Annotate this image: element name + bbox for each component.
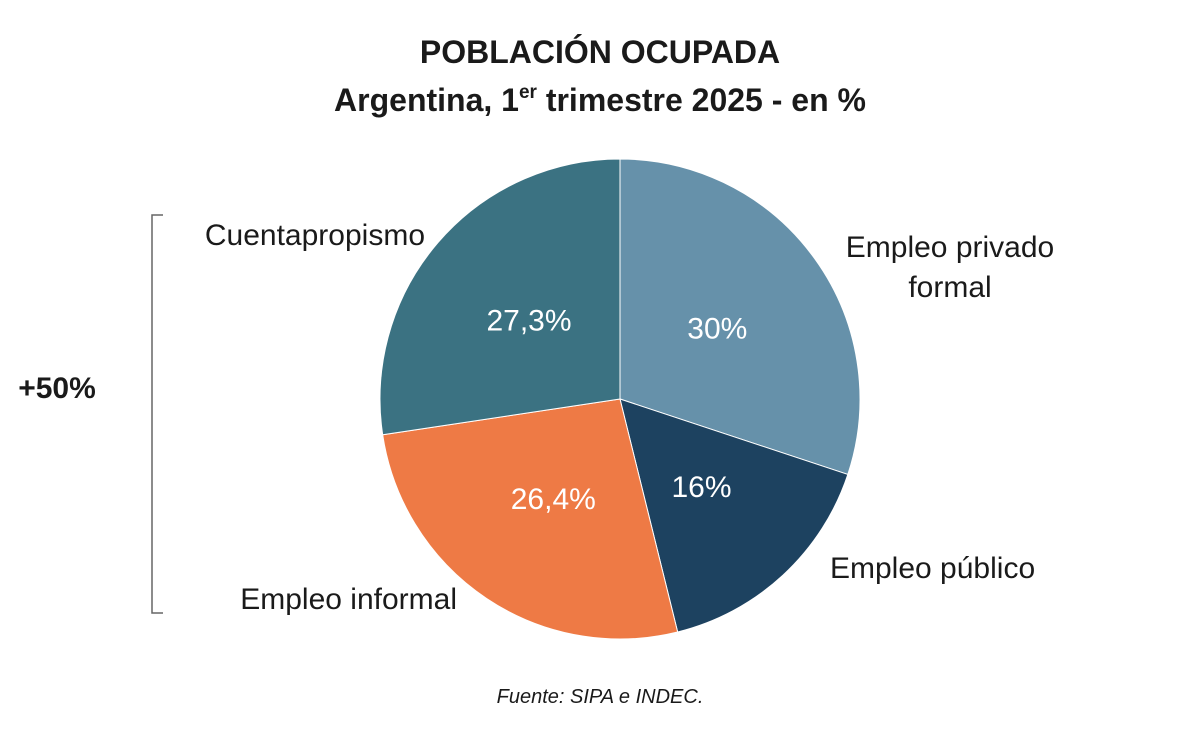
source-note: Fuente: SIPA e INDEC. bbox=[496, 686, 704, 708]
pie-slice-cuentapropismo bbox=[379, 158, 621, 436]
chart-subtitle: Argentina, 1er trimestre 2025 - en % bbox=[0, 80, 1200, 120]
value-label-empleo-privado-formal: 30% bbox=[687, 313, 747, 346]
category-label-line: formal bbox=[908, 271, 991, 304]
category-label-cuentapropismo: Cuentapropismo bbox=[205, 219, 425, 252]
pie-slice-empleo-informal bbox=[382, 398, 679, 640]
category-label-empleo-privado-formal: Empleo privado formal bbox=[846, 231, 1054, 304]
subtitle-superscript: er bbox=[518, 82, 537, 103]
bracket-line bbox=[151, 214, 163, 614]
pie-slices bbox=[379, 158, 861, 640]
pie-category-labels: Empleo privado formal Empleo público Empleo… bbox=[205, 219, 1054, 616]
value-label-cuentapropismo: 27,3% bbox=[486, 305, 571, 338]
pie-value-labels: 30% 16% 26,4% 27,3% bbox=[486, 305, 747, 516]
bracket-label: +50% bbox=[18, 372, 96, 405]
subtitle-rest: trimestre 2025 - en % bbox=[536, 82, 866, 118]
pie-slice-empleo-publico bbox=[619, 398, 849, 633]
value-label-empleo-informal: 26,4% bbox=[511, 483, 596, 516]
category-label-empleo-publico: Empleo público bbox=[830, 552, 1035, 585]
category-label-empleo-informal: Empleo informal bbox=[240, 583, 457, 616]
category-label-line: Empleo privado bbox=[846, 231, 1054, 264]
subtitle-main: Argentina, 1 bbox=[334, 82, 519, 118]
pie-slice-empleo-privado-formal bbox=[619, 158, 861, 476]
chart-title: POBLACIÓN OCUPADA bbox=[419, 34, 781, 70]
value-label-empleo-publico: 16% bbox=[671, 471, 731, 504]
